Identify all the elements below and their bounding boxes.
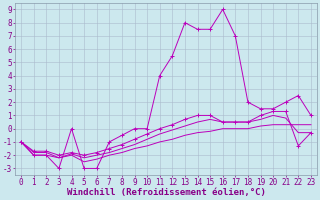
X-axis label: Windchill (Refroidissement éolien,°C): Windchill (Refroidissement éolien,°C)	[67, 188, 266, 197]
